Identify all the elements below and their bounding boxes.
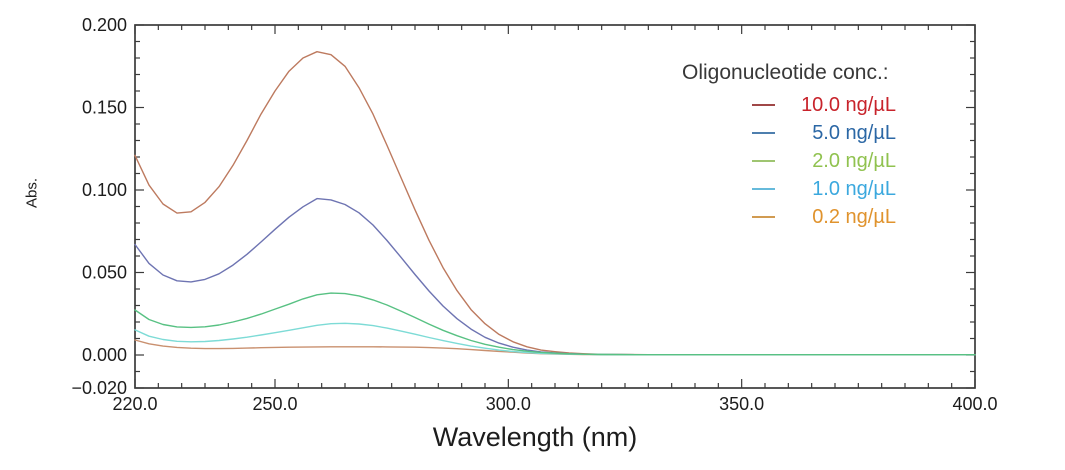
spectrum-curve-2 xyxy=(134,292,976,356)
legend-item: 5.0 ng/µL xyxy=(679,119,896,147)
legend-line-swatch xyxy=(752,159,775,163)
legend-item: 10.0 ng/µL xyxy=(679,91,896,119)
legend-item-label: 10.0 ng/µL xyxy=(801,93,896,116)
x-tick-label: 350.0 xyxy=(719,394,764,414)
y-tick-label: 0.000 xyxy=(82,345,127,365)
legend-line-swatch xyxy=(752,187,775,191)
legend-title: Oligonucleotide conc.: xyxy=(682,61,889,84)
y-tick-label: 0.050 xyxy=(82,263,127,283)
legend-line-swatch xyxy=(752,215,775,219)
y-tick-label: 0.100 xyxy=(82,180,127,200)
legend-item-label: 2.0 ng/µL xyxy=(812,149,896,172)
legend-item: 1.0 ng/µL xyxy=(679,175,896,203)
x-tick-label: 300.0 xyxy=(486,394,531,414)
legend-line-swatch xyxy=(752,103,775,107)
legend: Oligonucleotide conc.: 10.0 ng/µL 5.0 ng… xyxy=(679,61,896,231)
x-axis-label: Wavelength (nm) xyxy=(432,422,638,452)
y-tick-label: 0.150 xyxy=(82,98,127,118)
legend-item: 2.0 ng/µL xyxy=(679,147,896,175)
spectrum-curve-3 xyxy=(134,322,976,356)
y-tick-label: −0.020 xyxy=(71,378,127,398)
y-axis-label: Abs. xyxy=(23,177,41,209)
spectrum-curve-0 xyxy=(134,51,976,356)
x-tick-label: 400.0 xyxy=(952,394,997,414)
legend-line-swatch xyxy=(752,131,775,135)
legend-item-label: 5.0 ng/µL xyxy=(812,121,896,144)
legend-item-label: 1.0 ng/µL xyxy=(812,177,896,200)
x-tick-label: 220.0 xyxy=(112,394,157,414)
legend-item: 0.2 ng/µL xyxy=(679,203,896,231)
legend-item-label: 0.2 ng/µL xyxy=(812,205,896,228)
y-tick-label: 0.200 xyxy=(82,15,127,35)
x-tick-label: 250.0 xyxy=(252,394,297,414)
